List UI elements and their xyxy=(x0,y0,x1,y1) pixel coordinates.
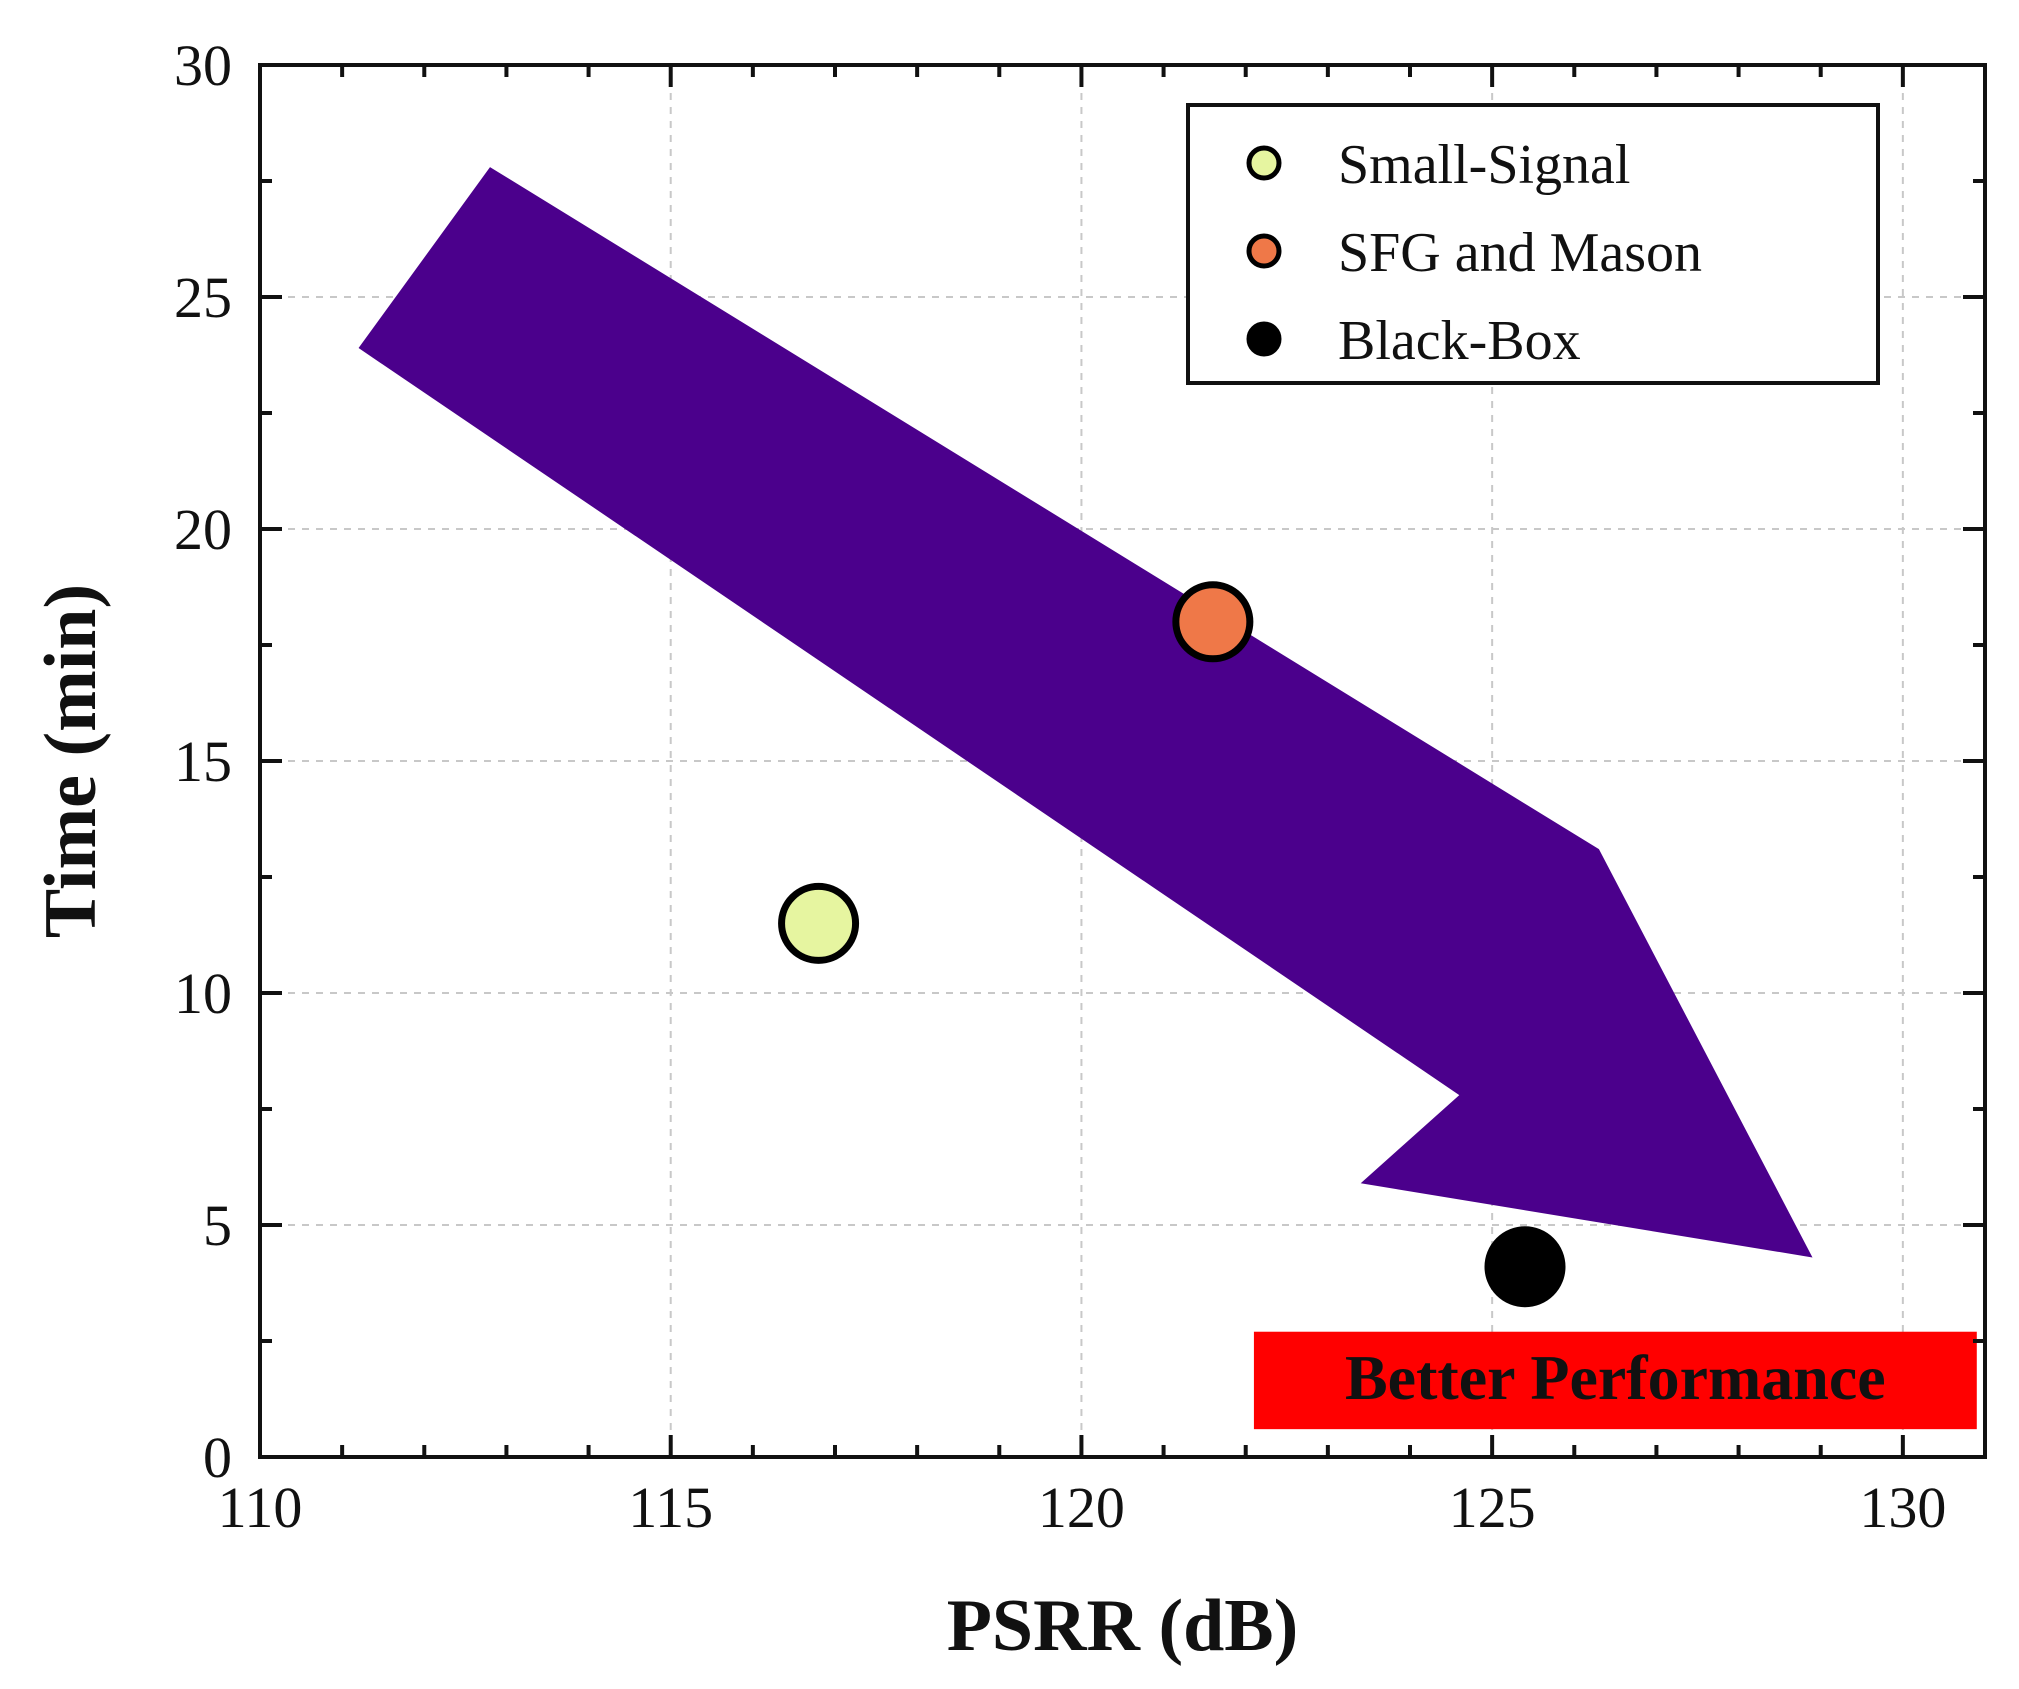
performance-banner: Better Performance xyxy=(1253,1331,1977,1430)
y-tick-label: 20 xyxy=(174,497,232,562)
y-tick-label: 0 xyxy=(203,1425,232,1490)
y-tick-label: 15 xyxy=(174,729,232,794)
y-tick-label: 10 xyxy=(174,961,232,1026)
legend-marker xyxy=(1246,233,1282,269)
y-tick-label: 30 xyxy=(174,33,232,98)
performance-banner-box xyxy=(1253,1331,1977,1430)
x-axis-title: PSRR (dB) xyxy=(947,1585,1299,1667)
legend-marker xyxy=(1246,321,1282,357)
legend-label: SFG and Mason xyxy=(1338,222,1702,284)
legend: Small-Signal SFG and Mason Black-Box xyxy=(1186,103,1880,385)
axis-ticks: 110 115 120 125 130 0 5 10 15 20 25 30 xyxy=(174,33,1987,1540)
legend-box xyxy=(1186,103,1880,385)
data-points xyxy=(778,581,1566,1308)
trend-arrow-layer xyxy=(358,167,1813,1258)
y-tick-label: 5 xyxy=(203,1193,232,1258)
x-tick-label: 110 xyxy=(218,1475,303,1540)
x-tick-label: 115 xyxy=(628,1475,713,1540)
trend-arrow xyxy=(358,167,1813,1258)
legend-marker xyxy=(1246,145,1282,181)
x-tick-label: 130 xyxy=(1859,1475,1946,1540)
y-tick-label: 25 xyxy=(174,265,232,330)
data-point xyxy=(1172,581,1254,663)
legend-label: Small-Signal xyxy=(1338,134,1630,196)
data-point xyxy=(778,882,860,964)
x-tick-label: 120 xyxy=(1038,1475,1125,1540)
data-point xyxy=(1484,1226,1566,1308)
x-tick-label: 125 xyxy=(1449,1475,1536,1540)
y-axis-title: Time (min) xyxy=(30,584,112,938)
legend-label: Black-Box xyxy=(1338,310,1581,372)
performance-banner-text: Better Performance xyxy=(1345,1342,1886,1413)
